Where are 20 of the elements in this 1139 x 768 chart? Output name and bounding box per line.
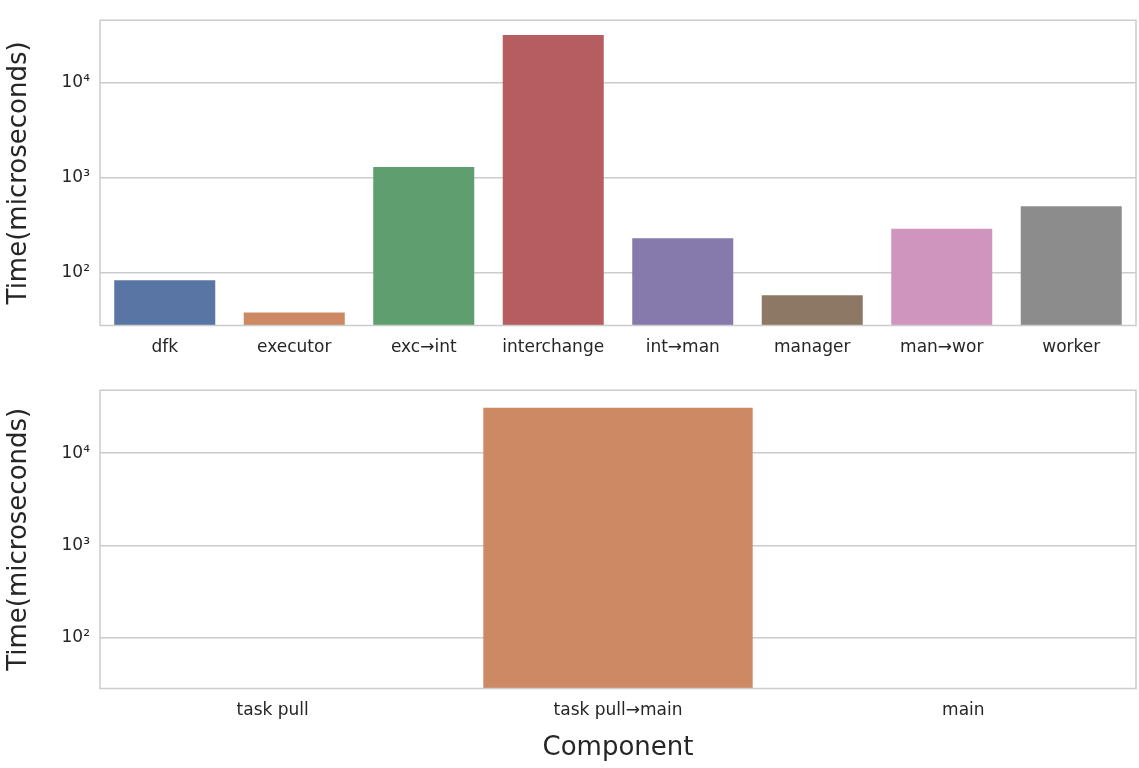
x-tick-label: dfk <box>151 336 179 357</box>
x-tick-label: task pull <box>236 699 309 720</box>
y-axis-title: Time(microseconds) <box>2 41 33 306</box>
x-tick-label: int→man <box>645 336 720 357</box>
x-tick-label: worker <box>1042 336 1101 357</box>
x-tick-label: manager <box>774 336 851 357</box>
x-tick-label: main <box>942 699 985 720</box>
x-tick-label: executor <box>257 336 332 357</box>
y-tick-label: 10² <box>61 626 90 647</box>
x-tick-label: task pull→main <box>553 699 683 720</box>
y-tick-label: 10⁴ <box>61 71 91 92</box>
y-tick-label: 10³ <box>61 166 90 187</box>
y-tick-label: 10⁴ <box>61 441 91 462</box>
y-tick-label: 10³ <box>61 533 90 554</box>
y-tick-label: 10² <box>61 261 90 282</box>
y-axis-title: Time(microseconds) <box>2 407 33 672</box>
x-tick-label: interchange <box>502 336 605 357</box>
x-axis-title: Component <box>542 731 694 762</box>
x-tick-label: exc→int <box>390 336 457 357</box>
x-tick-label: man→wor <box>900 336 984 357</box>
